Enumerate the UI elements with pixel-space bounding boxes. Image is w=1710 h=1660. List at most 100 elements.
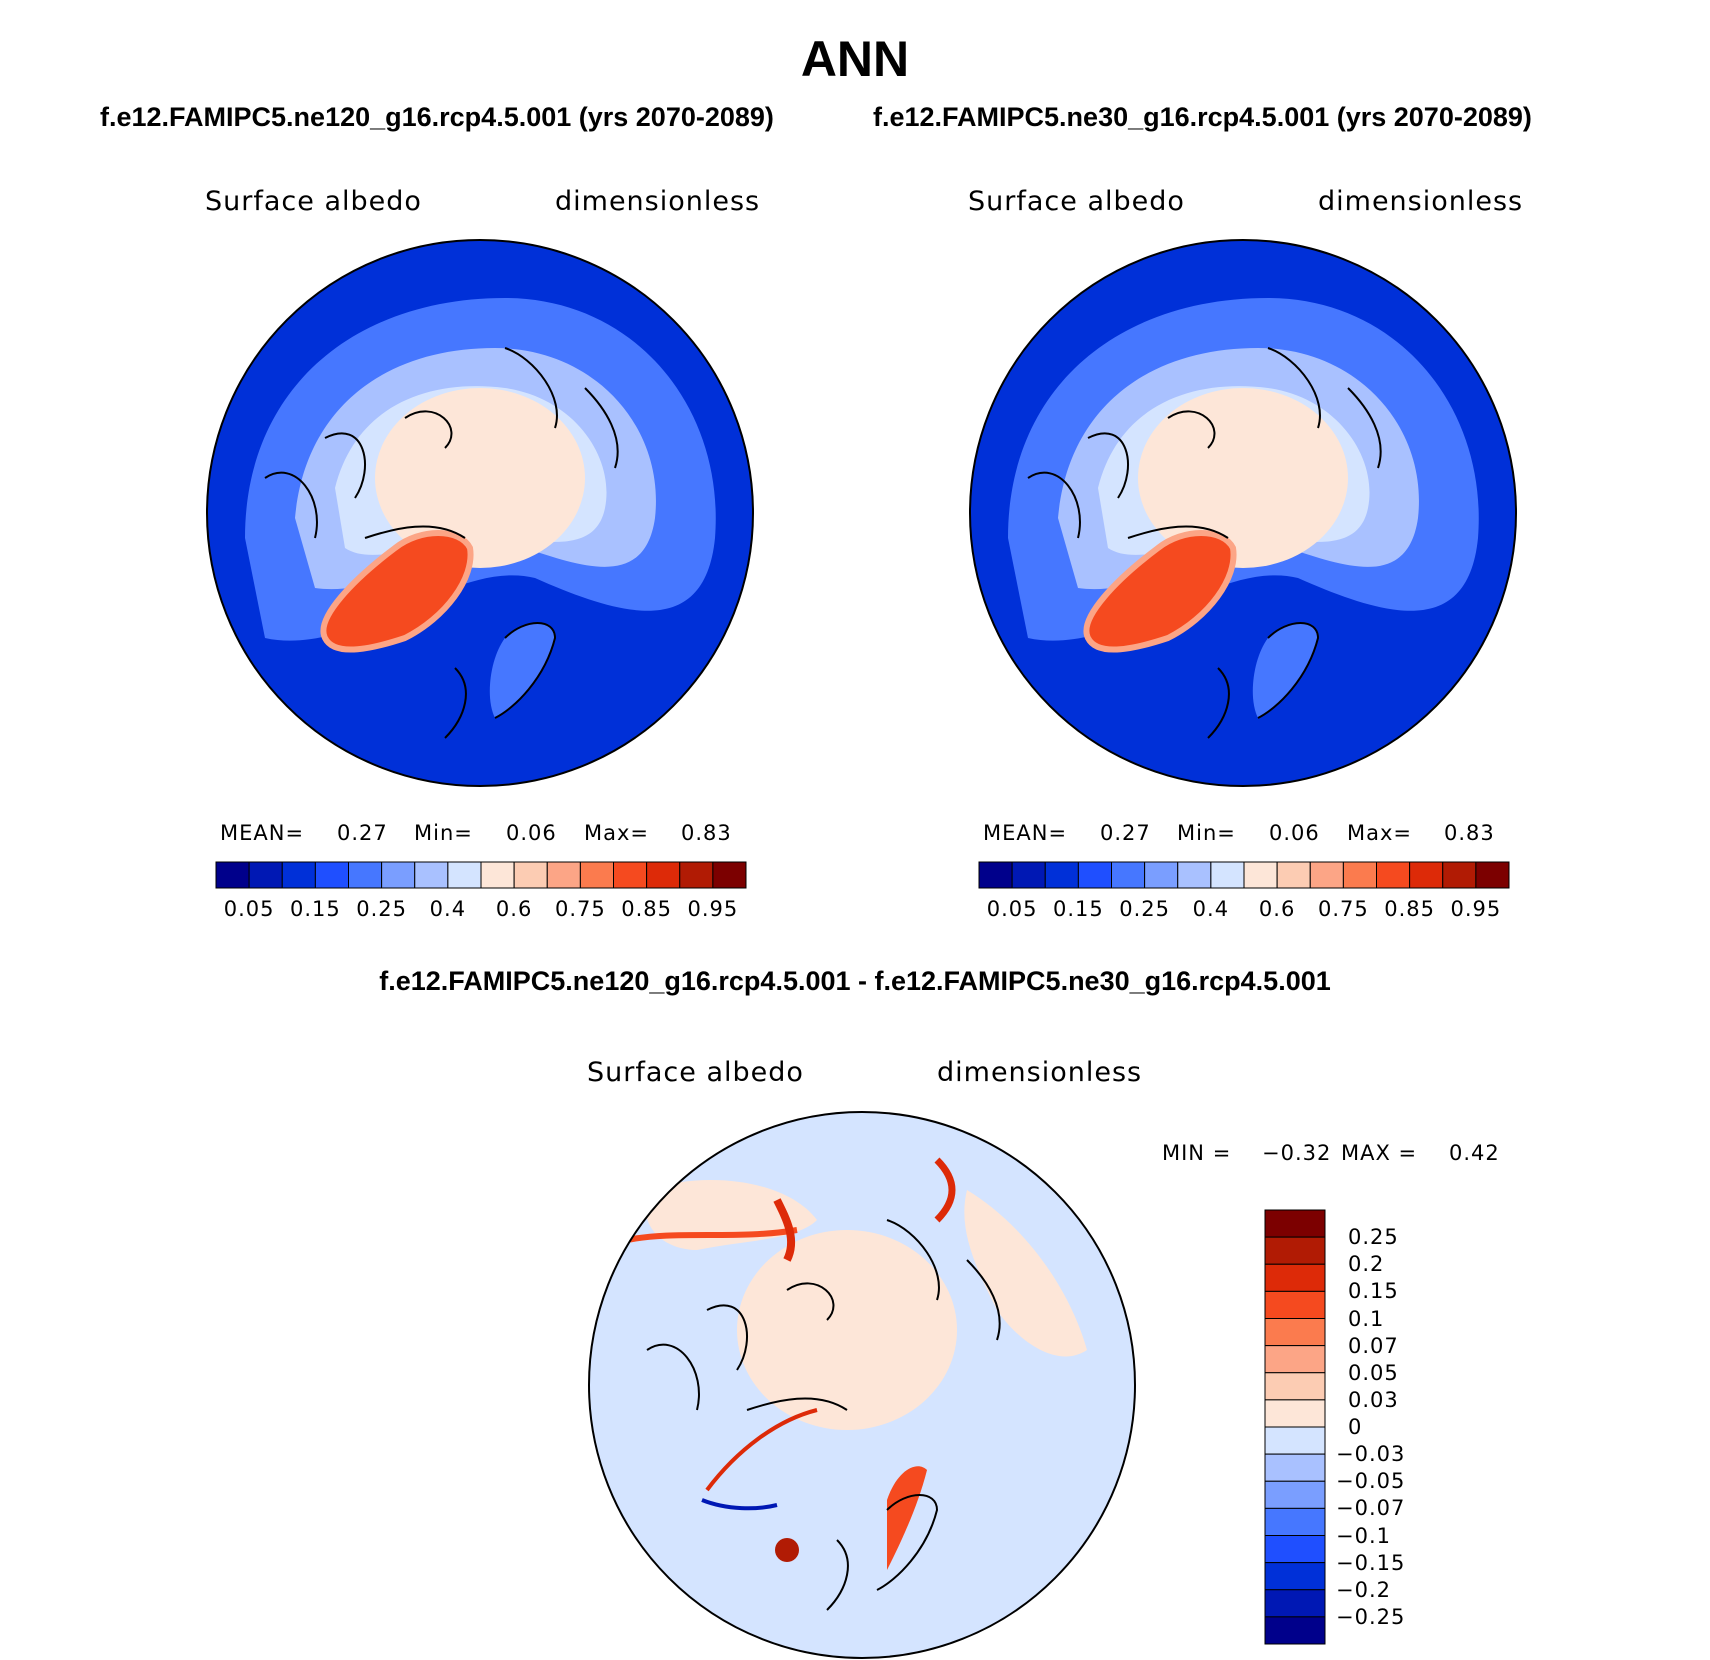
panel-a-sea-ice [375,388,585,568]
diff-variable-label: Surface albedo [587,1057,804,1088]
diff-units-label: dimensionless [937,1057,1143,1088]
panel-b-colorbar-swatch [1475,861,1510,889]
panel-a-colorbar-swatch [546,861,581,889]
panel-a-greenland [323,533,471,650]
panel-a-greenland-rim [320,530,474,653]
diff-colorbar-swatch [1264,1372,1326,1401]
panel-b-greenland-rim [1083,530,1237,653]
diff-colorbar-tick-label: 0.25 [1348,1225,1399,1250]
diff-colorbar-swatch [1264,1616,1326,1645]
panel-a-mean-value: 0.27 [337,821,388,845]
diff-band-red-2 [773,1198,796,1262]
panel-b-colorbar-swatch [1376,861,1411,889]
diff-greenland-blue [701,1498,778,1511]
diff-colorbar-swatch [1264,1399,1326,1428]
panel-b-case-title: f.e12.FAMIPC5.ne30_g16.rcp4.5.001 (yrs 2… [873,102,1532,132]
diff-arctic-positive [737,1230,957,1430]
panel-b-sea-ice [1138,388,1348,568]
panel-a-colorbar-swatch [281,861,316,889]
difference-case-title: f.e12.FAMIPC5.ne120_g16.rcp4.5.001 - f.e… [379,966,1331,996]
panel-b-colorbar-tick-label: 0.15 [1052,897,1104,921]
diff-colorbar-swatch [1264,1507,1326,1536]
figure-title: ANN [800,31,910,87]
panel-a-colorbar-swatch [414,861,449,889]
panel-b-units-label: dimensionless [1318,186,1524,217]
difference-colorbar-labels: 0.25 0.2 0.15 0.1 0.07 0.05 0.03 0 −0.03 −0.05 −0.… [1336,1209,1496,1645]
diff-min-label: MIN = [1162,1141,1232,1165]
panel-b-colorbar-swatch [1276,861,1311,889]
panel-a-colorbar-swatch [712,861,747,889]
panel-a-colorbar-tick-label: 0.85 [621,897,673,921]
panel-b-max-value: 0.83 [1444,821,1495,845]
diff-colorbar-tick-label: 0.2 [1348,1252,1385,1277]
panel-a-units-label: dimensionless [555,186,761,217]
diff-colorbar-swatch [1264,1290,1326,1319]
diff-colorbar-tick-label: 0.1 [1348,1306,1385,1331]
diff-band-red-3 [934,1157,956,1223]
diff-colorbar-tick-label: −0.05 [1336,1469,1406,1494]
diff-colorbar-swatch [1264,1345,1326,1374]
diff-colorbar-tick-label: −0.07 [1336,1496,1406,1521]
panel-a-colorbar-tick-label: 0.6 [495,897,533,921]
diff-band-red-1 [626,1227,798,1243]
diff-colorbar-tick-label: 0.05 [1348,1360,1399,1385]
difference-polar-map [588,1111,1136,1659]
panel-a-colorbar-swatch [348,861,383,889]
panel-b-colorbar-swatch [1077,861,1112,889]
panel-a-colorbar-tick-label: 0.05 [223,897,275,921]
panel-a-colorbar-tick-label: 0.25 [356,897,408,921]
panel-b-colorbar-swatch [1210,861,1245,889]
diff-colorbar-swatch [1264,1209,1326,1238]
panel-a-colorbar-swatch [646,861,681,889]
panel-b-colorbar-swatch [1144,861,1179,889]
difference-colorbar [1264,1209,1326,1645]
panel-a-colorbar [215,861,747,889]
panel-b-colorbar-tick-label: 0.05 [986,897,1038,921]
diff-colorbar-swatch [1264,1263,1326,1292]
diff-max-value: 0.42 [1449,1141,1500,1165]
panel-a-colorbar-tick-label: 0.95 [687,897,739,921]
panel-a-colorbar-swatch [613,861,648,889]
diff-coastlines [646,1219,1001,1611]
panel-a-colorbar-swatch [480,861,515,889]
panel-b-max-label: Max= [1347,821,1413,845]
panel-b-colorbar [978,861,1510,889]
panel-b-colorbar-tick-label: 0.25 [1119,897,1171,921]
diff-colorbar-tick-label: 0 [1348,1415,1363,1439]
panel-b-polar-map [969,239,1517,787]
panel-a-colorbar-swatch [579,861,614,889]
panel-a-polar-map [206,239,754,787]
panel-b-scandinavia [1252,623,1318,718]
panel-a-colorbar-tick-label: 0.75 [554,897,606,921]
panel-b-colorbar-swatch [1442,861,1477,889]
panel-b-colorbar-tick-label: 0.85 [1384,897,1436,921]
diff-colorbar-tick-label: −0.15 [1336,1550,1406,1575]
panel-a-colorbar-swatch [248,861,283,889]
diff-east-positive [964,1190,1087,1357]
panel-a-colorbar-labels: 0.05 0.15 0.25 0.4 0.6 0.75 0.85 0.95 [216,897,746,927]
diff-greenland-edge [705,1408,818,1492]
panel-a-scandinavia [489,623,555,718]
diff-colorbar-tick-label: 0.03 [1348,1387,1399,1412]
diff-iceland-red [775,1538,799,1562]
panel-b-colorbar-tick-label: 0.75 [1317,897,1369,921]
panel-a-colorbar-swatch [215,861,250,889]
panel-a-max-label: Max= [584,821,650,845]
diff-colorbar-tick-label: 0.07 [1348,1333,1399,1358]
diff-colorbar-swatch [1264,1318,1326,1347]
diff-max-label: MAX = [1341,1141,1418,1165]
panel-b-colorbar-swatch [1342,861,1377,889]
panel-b-mean-label: MEAN= [983,821,1068,845]
panel-a-colorbar-swatch [314,861,349,889]
panel-a-case-title: f.e12.FAMIPC5.ne120_g16.rcp4.5.001 (yrs … [100,102,774,132]
diff-colorbar-tick-label: 0.15 [1348,1279,1399,1304]
diff-colorbar-tick-label: −0.25 [1336,1604,1406,1629]
panel-b-greenland [1086,533,1234,650]
panel-a-colorbar-swatch [679,861,714,889]
diff-colorbar-tick-label: −0.1 [1336,1523,1391,1548]
panel-a-min-value: 0.06 [506,821,557,845]
panel-b-colorbar-swatch [1243,861,1278,889]
panel-a-colorbar-tick-label: 0.15 [289,897,341,921]
diff-colorbar-swatch [1264,1236,1326,1265]
panel-a-mean-label: MEAN= [220,821,305,845]
